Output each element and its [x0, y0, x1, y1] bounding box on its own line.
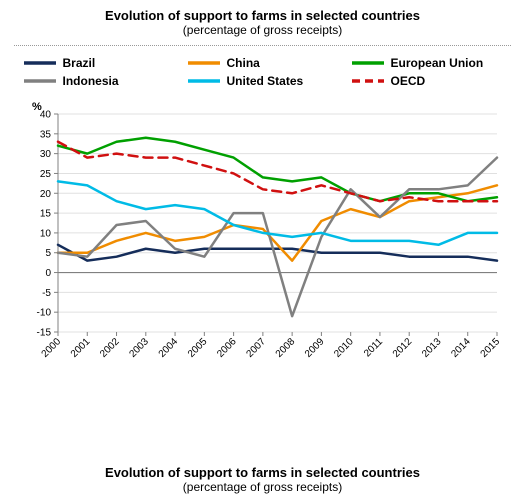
svg-text:10: 10: [40, 228, 52, 239]
title-separator: [14, 45, 511, 46]
legend-label: China: [227, 56, 260, 70]
legend-label: European Union: [391, 56, 484, 70]
legend-swatch-icon: [23, 56, 57, 70]
svg-text:-5: -5: [42, 288, 51, 299]
legend-item-indonesia: Indonesia: [17, 72, 181, 90]
legend-item-brazil: Brazil: [17, 54, 181, 72]
svg-text:%: %: [32, 101, 42, 113]
chart-subtitle: (percentage of gross receipts): [14, 23, 511, 37]
legend-item-european-union: European Union: [345, 54, 509, 72]
legend-item-oecd: OECD: [345, 72, 509, 90]
legend-label: OECD: [391, 74, 426, 88]
legend-label: United States: [227, 74, 304, 88]
svg-text:-15: -15: [37, 328, 52, 339]
legend-item-united-states: United States: [181, 72, 345, 90]
line-chart: -15-10-50510152025303540%200020012002200…: [14, 96, 511, 386]
svg-text:25: 25: [40, 169, 52, 180]
svg-text:-10: -10: [37, 308, 52, 319]
svg-text:35: 35: [40, 129, 52, 140]
svg-text:5: 5: [45, 248, 51, 259]
legend-swatch-icon: [351, 56, 385, 70]
svg-text:30: 30: [40, 149, 52, 160]
legend-label: Brazil: [63, 56, 96, 70]
footer-title: Evolution of support to farms in selecte…: [14, 465, 511, 480]
footer: Evolution of support to farms in selecte…: [14, 447, 511, 498]
chart-title: Evolution of support to farms in selecte…: [14, 8, 511, 23]
legend-swatch-icon: [187, 56, 221, 70]
footer-subtitle: (percentage of gross receipts): [14, 480, 511, 494]
legend-label: Indonesia: [63, 74, 119, 88]
legend-item-china: China: [181, 54, 345, 72]
chart-legend: Brazil China European Union Indonesia United…: [14, 54, 511, 90]
svg-text:15: 15: [40, 209, 52, 220]
legend-swatch-icon: [23, 74, 57, 88]
legend-swatch-icon: [187, 74, 221, 88]
chart-area: -15-10-50510152025303540%200020012002200…: [14, 96, 511, 447]
page-root: Evolution of support to farms in selecte…: [0, 0, 525, 502]
svg-text:0: 0: [45, 268, 51, 279]
legend-swatch-icon: [351, 74, 385, 88]
svg-text:20: 20: [40, 189, 52, 200]
